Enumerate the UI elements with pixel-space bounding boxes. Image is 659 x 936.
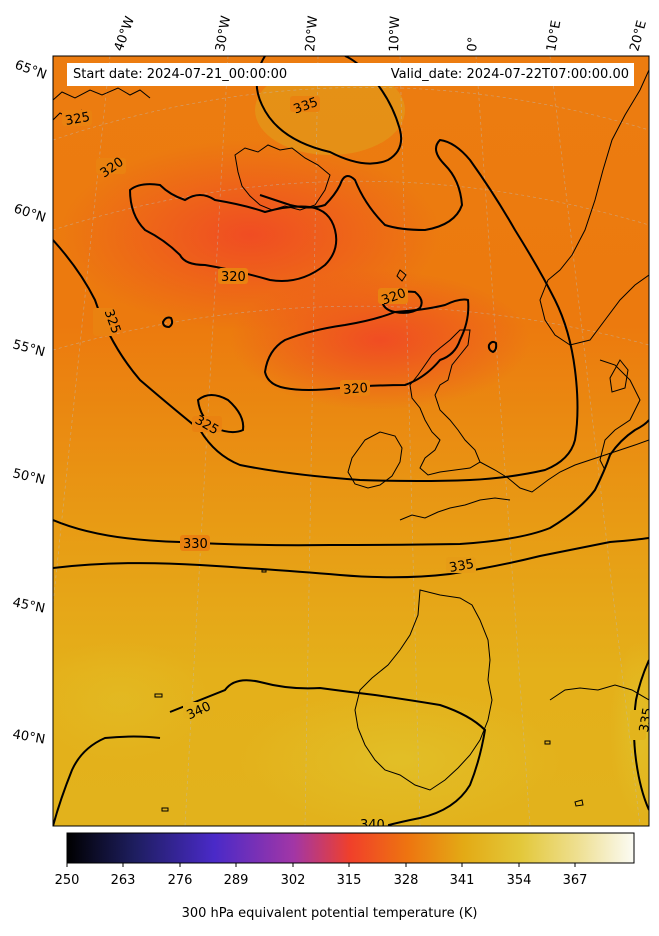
lat-label-55n: 55°N: [11, 337, 47, 360]
colorbar-tick: 276: [168, 873, 193, 888]
colorbar-tick: 250: [55, 873, 80, 888]
colorbar-tick: 354: [507, 873, 532, 888]
colorbar-tick: 328: [394, 873, 419, 888]
map-frame: [52, 55, 650, 827]
lat-label-65n: 65°N: [13, 58, 49, 83]
colorbar-tick: 289: [224, 873, 249, 888]
lat-label-40n: 40°N: [11, 727, 46, 747]
lon-label-10w: 10°W: [387, 16, 403, 53]
contour-label: 320: [221, 270, 246, 285]
lon-label-20w: 20°W: [303, 15, 321, 52]
contour-label: 335: [637, 706, 656, 733]
contour-label: 330: [183, 537, 208, 552]
contour-label: 340: [360, 818, 385, 833]
colorbar-tick: 367: [563, 873, 588, 888]
colorbar-ramp: [66, 832, 635, 864]
contour-label: 320: [343, 381, 369, 398]
coastlines: [53, 69, 649, 812]
colorbar-tick: 263: [111, 873, 136, 888]
longitude-labels: 40°W 30°W 20°W 10°W 0° 10°E 20°E: [112, 14, 650, 53]
valid-date-text: Valid_date: 2024-07-22T07:00:00.00: [390, 67, 629, 82]
colorbar: 250 263 276 289 302 315 328 341 354 367: [55, 832, 635, 888]
contour-label-masks: [62, 96, 646, 826]
colorbar-tick: 302: [281, 873, 306, 888]
temperature-field: 325 335 320 320 325 320 320 325 330 335 …: [53, 56, 656, 833]
contour-label: 325: [64, 110, 91, 129]
lon-label-20e: 20°E: [627, 19, 650, 53]
lon-label-40w: 40°W: [112, 14, 138, 53]
lat-label-45n: 45°N: [11, 595, 46, 616]
lat-label-50n: 50°N: [11, 466, 46, 488]
lat-label-60n: 60°N: [12, 202, 48, 226]
graticule: [53, 56, 649, 826]
start-date-text: Start date: 2024-07-21_00:00:00: [73, 67, 288, 82]
lon-label-30w: 30°W: [213, 15, 234, 53]
date-header: Start date: 2024-07-21_00:00:00 Valid_da…: [67, 63, 634, 86]
colorbar-tick: 315: [337, 873, 362, 888]
lon-label-10e: 10°E: [544, 19, 564, 52]
colorbar-tick: 341: [450, 873, 475, 888]
colorbar-label: 300 hPa equivalent potential temperature…: [181, 906, 478, 921]
lon-label-0: 0°: [465, 36, 481, 52]
contour-label: 335: [448, 557, 475, 576]
latitude-labels: 65°N 60°N 55°N 50°N 45°N 40°N: [11, 58, 49, 748]
